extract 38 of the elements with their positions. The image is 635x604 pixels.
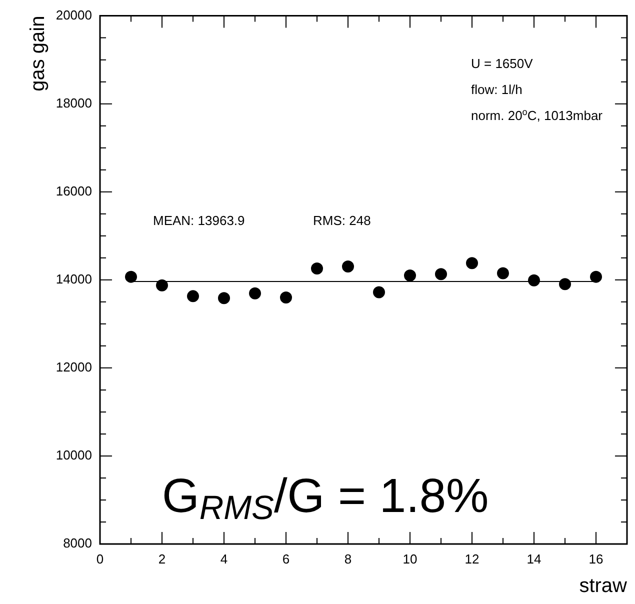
point (435, 268, 447, 280)
annotation: MEAN: 13963.9 (153, 213, 245, 228)
point (311, 262, 323, 274)
x-tick-label: 4 (220, 551, 228, 566)
point (249, 287, 261, 300)
y-tick-label: 20000 (56, 7, 92, 22)
y-axis-title: gas gain (27, 16, 49, 92)
point (187, 290, 199, 302)
point (559, 278, 571, 290)
y-tick-label: 8000 (63, 536, 92, 551)
x-tick-label: 16 (588, 551, 604, 566)
point (528, 274, 540, 286)
point (497, 267, 509, 280)
y-tick-label: 12000 (56, 360, 92, 375)
x-axis-title: straw (579, 575, 628, 597)
x-tick-label: 10 (402, 551, 418, 566)
x-tick-label: 2 (158, 551, 166, 566)
annotation: flow: 1l/h (471, 82, 522, 97)
x-tick-label: 12 (464, 551, 480, 566)
x-tick-label: 6 (282, 551, 290, 566)
x-tick-label: 14 (526, 551, 542, 566)
point (404, 270, 416, 282)
x-tick-label: 8 (344, 551, 352, 566)
point (156, 279, 168, 292)
point (342, 260, 354, 272)
y-tick-label: 14000 (56, 271, 92, 286)
annotation: U = 1650V (471, 56, 534, 71)
point (373, 286, 385, 298)
point (280, 292, 292, 304)
annotation: RMS: 248 (313, 213, 371, 228)
point (466, 257, 478, 270)
point (125, 270, 137, 283)
y-tick-label: 10000 (56, 448, 92, 463)
point (218, 292, 230, 304)
y-tick-label: 16000 (56, 183, 92, 198)
y-tick-label: 18000 (56, 95, 92, 110)
x-tick-label: 0 (96, 551, 104, 566)
point (590, 270, 602, 283)
